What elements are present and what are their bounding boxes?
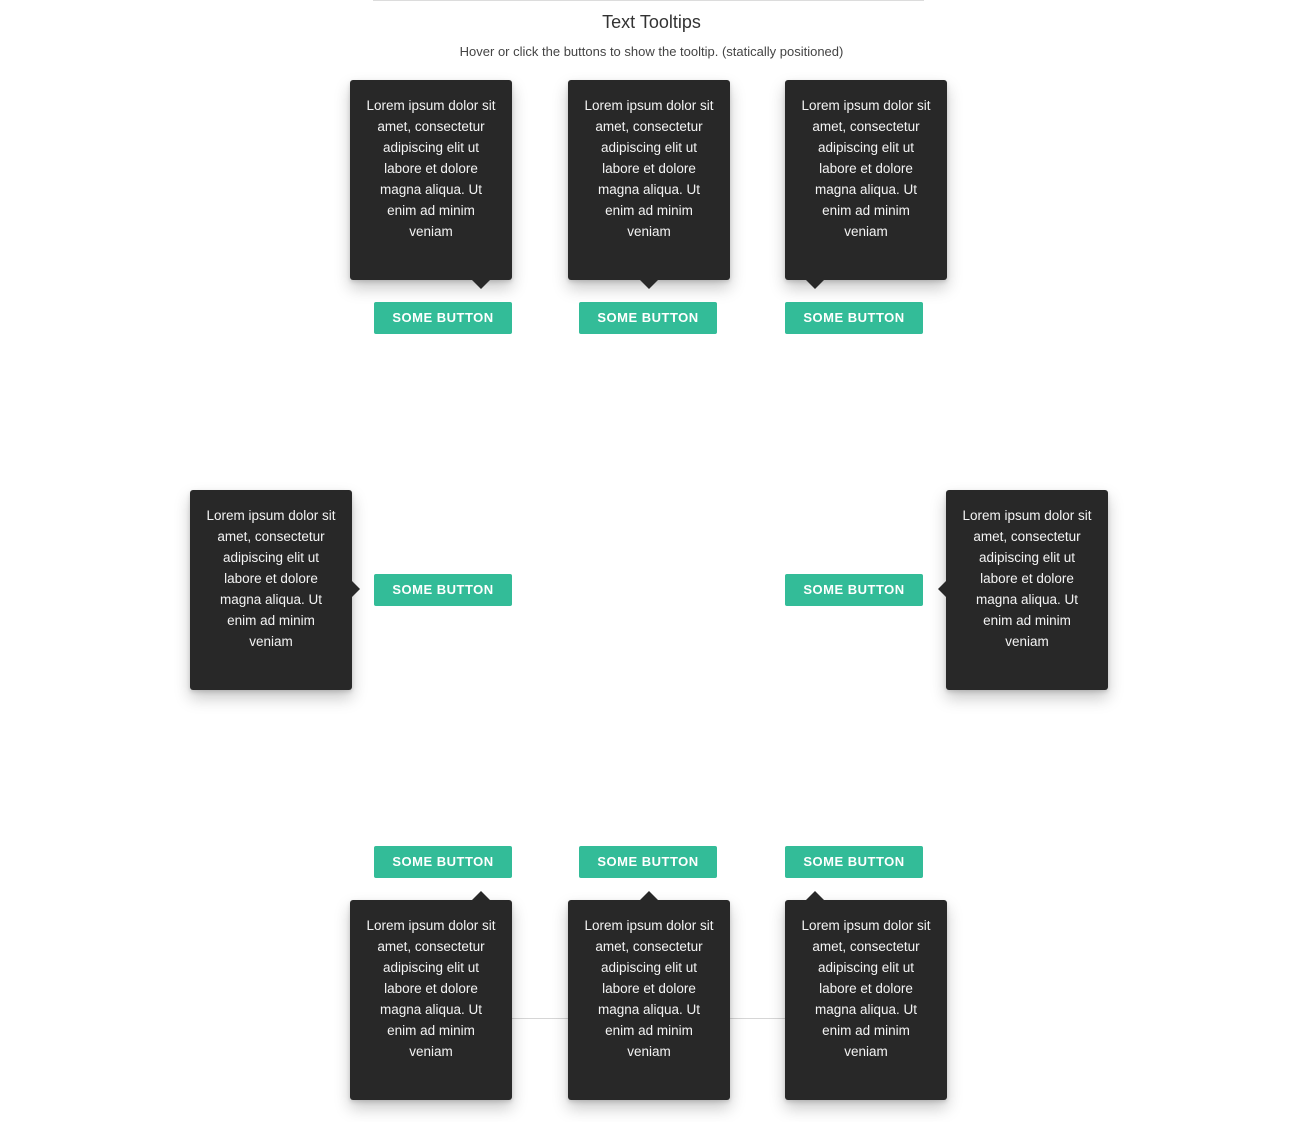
tooltip-text: Lorem ipsum dolor sit amet, consectetur …: [584, 98, 714, 239]
tooltip-top-end: Lorem ipsum dolor sit amet, consectetur …: [350, 80, 512, 289]
tooltip-text: Lorem ipsum dolor sit amet, consectetur …: [366, 918, 496, 1059]
some-button-right[interactable]: SOME BUTTON: [785, 574, 923, 606]
top-divider: [373, 0, 924, 1]
tooltip-right: Lorem ipsum dolor sit amet, consectetur …: [938, 490, 1108, 690]
some-button-top-start[interactable]: SOME BUTTON: [785, 302, 923, 334]
tooltip-bottom-end: Lorem ipsum dolor sit amet, consectetur …: [350, 891, 512, 1100]
some-button-bottom-start[interactable]: SOME BUTTON: [785, 846, 923, 878]
tooltip-arrow: [938, 581, 946, 597]
tooltip-text: Lorem ipsum dolor sit amet, consectetur …: [801, 918, 931, 1059]
tooltip-text: Lorem ipsum dolor sit amet, consectetur …: [206, 508, 336, 649]
tooltip-bottom: Lorem ipsum dolor sit amet, consectetur …: [568, 891, 730, 1100]
tooltip-text: Lorem ipsum dolor sit amet, consectetur …: [962, 508, 1092, 649]
some-button-top[interactable]: SOME BUTTON: [579, 302, 717, 334]
tooltip-top-start: Lorem ipsum dolor sit amet, consectetur …: [785, 80, 947, 289]
tooltip-arrow: [806, 891, 824, 900]
tooltip-arrow: [640, 280, 658, 289]
tooltip-text: Lorem ipsum dolor sit amet, consectetur …: [801, 98, 931, 239]
tooltip-arrow: [640, 891, 658, 900]
tooltip-text: Lorem ipsum dolor sit amet, consectetur …: [584, 918, 714, 1059]
page-subtitle: Hover or click the buttons to show the t…: [459, 44, 844, 59]
tooltip-arrow: [472, 280, 490, 289]
some-button-bottom[interactable]: SOME BUTTON: [579, 846, 717, 878]
some-button-top-end[interactable]: SOME BUTTON: [374, 302, 512, 334]
tooltip-arrow: [806, 280, 824, 289]
divider: [730, 1018, 785, 1019]
tooltip-arrow: [472, 891, 490, 900]
tooltip-bottom-start: Lorem ipsum dolor sit amet, consectetur …: [785, 891, 947, 1100]
some-button-bottom-end[interactable]: SOME BUTTON: [374, 846, 512, 878]
divider: [512, 1018, 568, 1019]
tooltip-text: Lorem ipsum dolor sit amet, consectetur …: [366, 98, 496, 239]
tooltip-left: Lorem ipsum dolor sit amet, consectetur …: [190, 490, 360, 690]
tooltip-arrow: [352, 581, 360, 597]
some-button-left[interactable]: SOME BUTTON: [374, 574, 512, 606]
page-title: Text Tooltips: [602, 12, 701, 32]
tooltip-top: Lorem ipsum dolor sit amet, consectetur …: [568, 80, 730, 289]
